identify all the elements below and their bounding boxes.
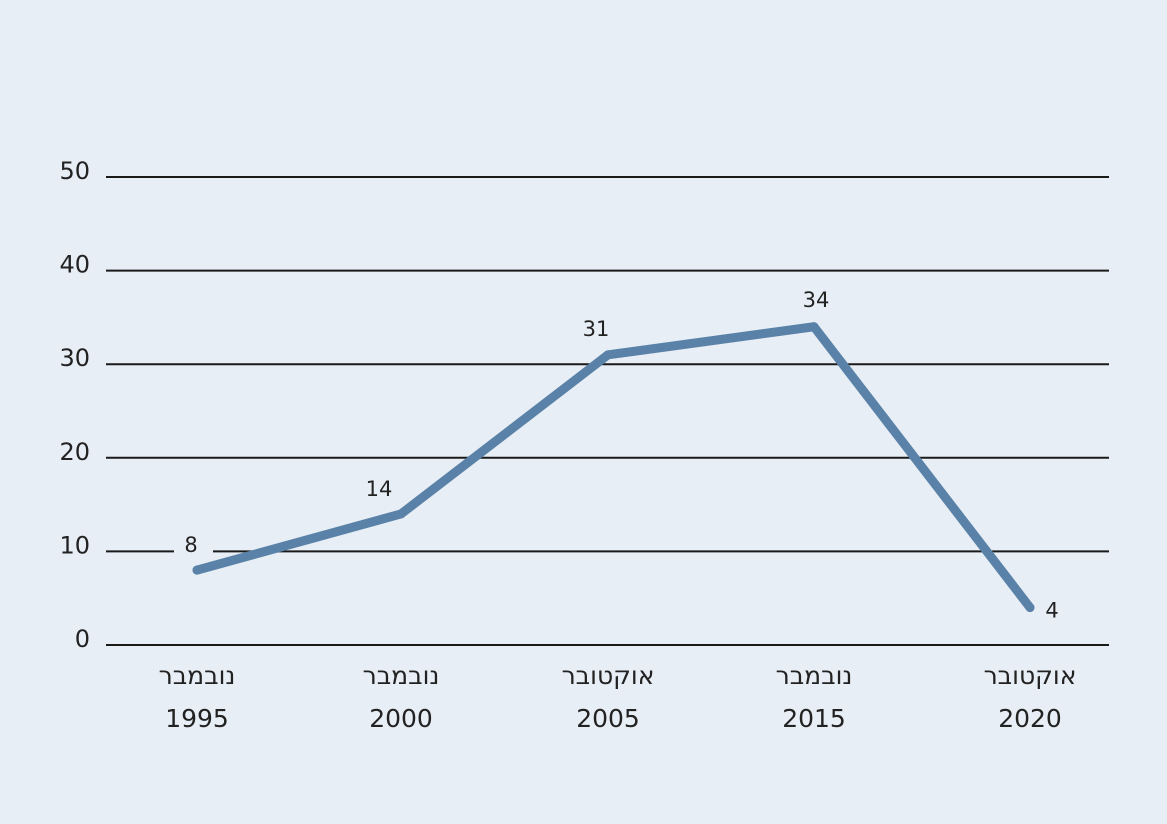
data-label: 14 [366, 477, 393, 501]
y-tick-label: 50 [59, 157, 90, 185]
data-point [396, 509, 406, 519]
x-category-year: 1995 [165, 704, 229, 733]
data-point [603, 350, 613, 360]
series-line [192, 322, 1035, 613]
y-axis-ticks: 0 10 20 30 40 50 [59, 157, 90, 653]
x-category-month: נובמבר [363, 661, 440, 690]
x-category-month: נובמבר [159, 661, 236, 690]
data-label: 8 [184, 533, 197, 557]
y-tick-label: 20 [59, 438, 90, 466]
x-category-year: 2000 [369, 704, 433, 733]
x-axis-categories: נובמבר 1995 נובמבר 2000 אוקטובר 2005 נובמבר 201… [159, 661, 1077, 733]
gridlines [106, 176, 1109, 646]
data-label: 4 [1045, 599, 1058, 623]
data-label: 34 [803, 288, 830, 312]
x-category-year: 2015 [782, 704, 846, 733]
x-category-month: נובמבר [776, 661, 853, 690]
data-label: 31 [583, 317, 610, 341]
x-category-month: אוקטובר [984, 661, 1077, 690]
y-tick-label: 0 [75, 625, 90, 653]
data-point [1025, 603, 1035, 613]
data-point [192, 565, 202, 575]
x-category-month: אוקטובר [562, 661, 655, 690]
data-point [809, 322, 819, 332]
y-tick-label: 30 [59, 344, 90, 372]
data-labels: 8 14 31 34 4 [184, 288, 1058, 623]
x-category-year: 2005 [576, 704, 640, 733]
x-category-year: 2020 [998, 704, 1062, 733]
y-tick-label: 40 [59, 251, 90, 279]
y-tick-label: 10 [59, 531, 90, 559]
series [192, 322, 1035, 613]
